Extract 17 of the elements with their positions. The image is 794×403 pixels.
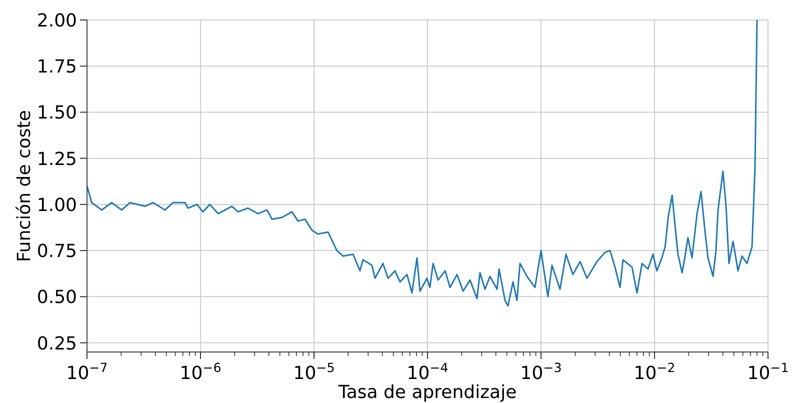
- x-tick-label: 10$^{−6}$: [180, 360, 222, 384]
- x-axis-title: Tasa de aprendizaje: [337, 382, 517, 403]
- x-tick-label: 10$^{−2}$: [634, 360, 676, 384]
- y-tick-label: 1.00: [36, 194, 77, 216]
- x-tick-label: 10$^{−4}$: [406, 360, 448, 384]
- x-tick-label: 10$^{−7}$: [66, 360, 108, 384]
- x-tick-label: 10$^{−3}$: [520, 360, 562, 384]
- x-tick-label: 10$^{−1}$: [747, 360, 789, 384]
- y-tick-label: 0.75: [36, 241, 77, 262]
- y-tick-label: 1.75: [36, 56, 77, 78]
- y-tick-label: 2.00: [36, 10, 77, 32]
- y-tick-label: 1.50: [36, 102, 77, 124]
- y-tick-label: 0.50: [36, 287, 77, 308]
- y-tick-label: 0.25: [36, 333, 77, 354]
- x-tick-label: 10$^{−5}$: [293, 360, 335, 384]
- y-tick-label: 1.25: [36, 148, 77, 170]
- y-axis-title: Función de coste: [14, 110, 35, 262]
